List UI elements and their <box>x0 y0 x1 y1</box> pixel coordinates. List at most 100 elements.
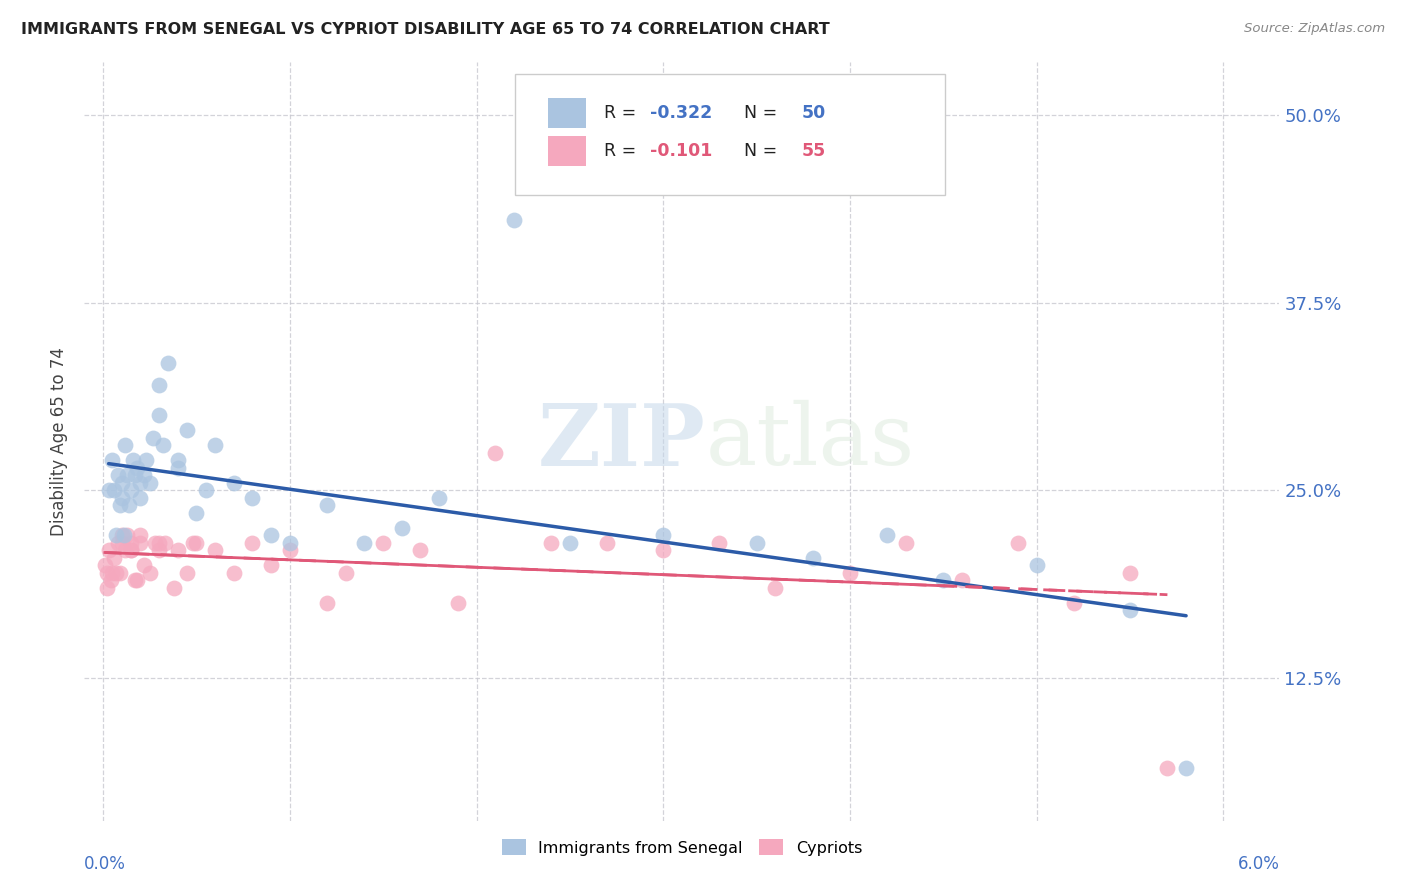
Text: N =: N = <box>734 104 783 122</box>
Point <box>112 528 135 542</box>
Point <box>153 536 176 550</box>
Point <box>950 574 973 588</box>
Point <box>105 566 128 580</box>
Point <box>409 543 432 558</box>
Point <box>152 438 174 452</box>
Point <box>148 378 170 392</box>
Point <box>111 475 134 490</box>
Point <box>278 543 301 558</box>
Text: -0.101: -0.101 <box>650 142 711 161</box>
Point <box>540 536 562 550</box>
Point <box>103 483 125 498</box>
Point <box>129 528 152 542</box>
Point <box>138 475 160 490</box>
Point <box>316 499 339 513</box>
Text: ZIP: ZIP <box>538 400 706 483</box>
Point <box>120 543 142 558</box>
Point <box>124 468 146 483</box>
Text: 0.0%: 0.0% <box>84 855 127 872</box>
Point <box>801 550 824 565</box>
Point <box>148 543 170 558</box>
Point <box>166 453 188 467</box>
Point <box>108 499 131 513</box>
Point <box>117 468 139 483</box>
Point <box>353 536 375 550</box>
Point <box>118 499 141 513</box>
Point <box>101 566 124 580</box>
Point <box>120 543 142 558</box>
Point <box>166 543 188 558</box>
Point <box>111 528 134 542</box>
Point <box>181 536 204 550</box>
Point <box>1063 596 1085 610</box>
Text: 50: 50 <box>801 104 825 122</box>
Point <box>143 536 166 550</box>
Text: 6.0%: 6.0% <box>1237 855 1279 872</box>
Point <box>242 491 264 505</box>
Text: R =: R = <box>605 104 643 122</box>
Point <box>166 460 188 475</box>
Text: -0.322: -0.322 <box>650 104 711 122</box>
Point <box>1025 558 1047 573</box>
Bar <box>548 98 586 128</box>
Point <box>894 536 917 550</box>
Point <box>117 528 139 542</box>
Point <box>204 438 226 452</box>
Point <box>148 409 170 423</box>
Point <box>103 550 125 565</box>
Point <box>96 581 118 595</box>
Y-axis label: Disability Age 65 to 74: Disability Age 65 to 74 <box>51 347 69 536</box>
Point <box>142 431 165 445</box>
Point <box>222 566 245 580</box>
Point <box>596 536 619 550</box>
Point <box>260 558 283 573</box>
Point <box>427 491 450 505</box>
Point <box>132 468 156 483</box>
Point <box>1007 536 1029 550</box>
Point <box>204 543 226 558</box>
Point <box>107 468 129 483</box>
Point <box>876 528 898 542</box>
Point <box>316 596 339 610</box>
Point <box>101 453 124 467</box>
Point <box>391 521 413 535</box>
Point <box>484 446 506 460</box>
Point <box>111 536 134 550</box>
Point <box>242 536 264 550</box>
Text: atlas: atlas <box>706 400 915 483</box>
Point <box>138 566 160 580</box>
Point <box>124 574 146 588</box>
Point <box>129 536 152 550</box>
Bar <box>548 136 586 166</box>
Point <box>1175 761 1198 775</box>
Point <box>260 528 283 542</box>
Point <box>105 528 128 542</box>
Point <box>763 581 786 595</box>
Point <box>447 596 470 610</box>
Text: N =: N = <box>734 142 783 161</box>
Point <box>120 536 142 550</box>
FancyBboxPatch shape <box>515 74 945 195</box>
Point <box>157 356 180 370</box>
Point <box>148 536 170 550</box>
Point <box>709 536 731 550</box>
Point <box>163 581 186 595</box>
Point <box>652 528 675 542</box>
Text: IMMIGRANTS FROM SENEGAL VS CYPRIOT DISABILITY AGE 65 TO 74 CORRELATION CHART: IMMIGRANTS FROM SENEGAL VS CYPRIOT DISAB… <box>21 22 830 37</box>
Point <box>1119 566 1142 580</box>
Point <box>186 536 208 550</box>
Point <box>373 536 395 550</box>
Point <box>176 423 198 437</box>
Point <box>1119 603 1142 617</box>
Point <box>107 536 129 550</box>
Point <box>335 566 357 580</box>
Point <box>97 543 120 558</box>
Legend: Immigrants from Senegal, Cypriots: Immigrants from Senegal, Cypriots <box>495 832 869 862</box>
Point <box>745 536 768 550</box>
Point <box>125 574 148 588</box>
Point <box>135 453 157 467</box>
Point <box>114 543 136 558</box>
Point <box>97 483 120 498</box>
Point <box>176 566 198 580</box>
Point <box>652 543 675 558</box>
